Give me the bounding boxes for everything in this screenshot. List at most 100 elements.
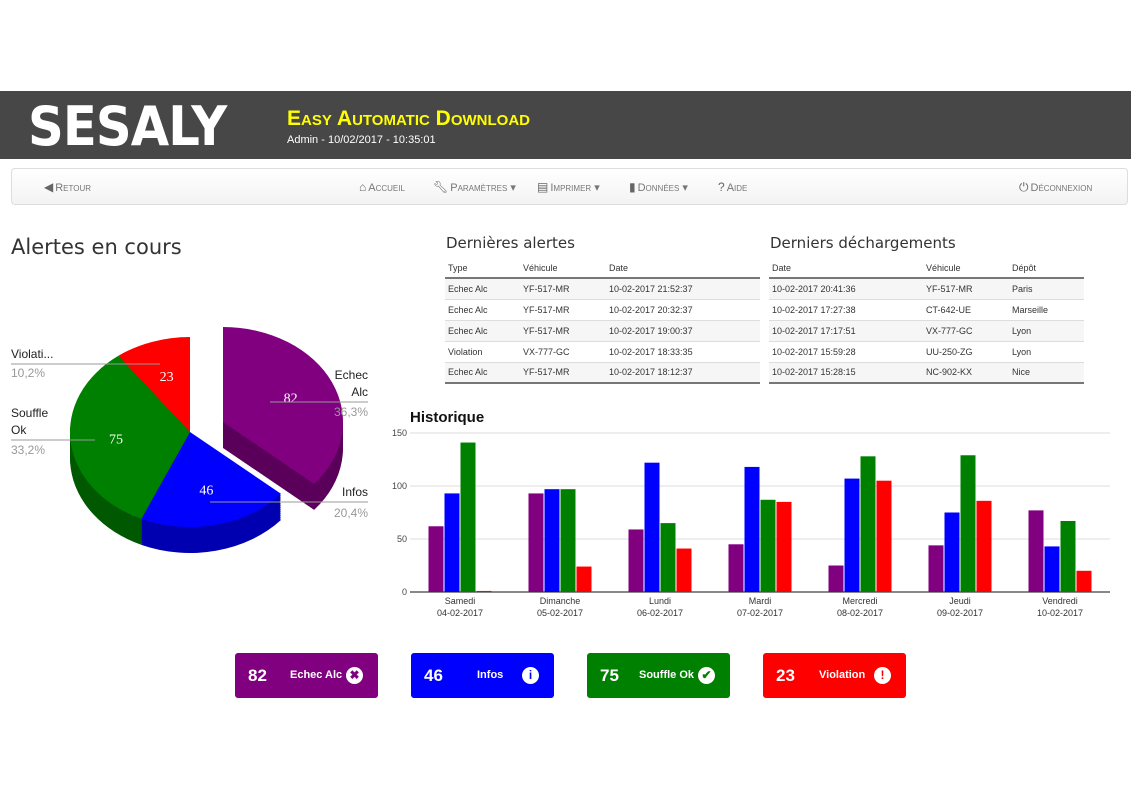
bar[interactable] [860,456,876,592]
table-cell: UU-250-ZG [923,341,1009,363]
table-cell: YF-517-MR [520,362,606,384]
bar[interactable] [776,501,792,592]
pie-slice[interactable] [69,355,190,519]
table-cell: 10-02-2017 20:41:36 [769,278,923,300]
pie-slice[interactable] [141,432,282,527]
summary-badge-infos[interactable]: 46 Infos i [411,653,554,698]
bar[interactable] [960,455,976,592]
bar[interactable] [876,480,892,592]
table-cell: 10-02-2017 19:00:37 [606,320,760,342]
bar[interactable] [976,500,992,592]
badge-count: 46 [424,666,443,685]
nav-logout-label: Déconnexion [1030,182,1093,194]
nav-logout[interactable]: ⏻ Déconnexion [1019,180,1092,195]
bar[interactable] [760,499,776,592]
bar-chart-icon: ▮ [629,180,636,194]
pie-label-line: Souffle [11,406,49,420]
pie-legend-label: Echec Alc [335,367,368,401]
bar[interactable] [660,523,676,592]
bar[interactable] [944,512,960,593]
bar[interactable] [1028,510,1044,592]
col-vehicle: Véhicule [923,259,1009,279]
bar[interactable] [844,478,860,592]
pie-slice[interactable] [223,327,344,484]
nav-print[interactable]: ▤ Imprimer ▾ [537,180,600,194]
nav-home[interactable]: ⌂ Accueil [359,180,405,194]
times-circle-icon: ✖ [346,667,363,684]
badge-count: 75 [600,666,619,685]
table-row[interactable]: 10-02-2017 15:59:28 UU-250-ZG Lyon [769,341,1084,363]
last-alerts-table: Type Véhicule Date Echec Alc YF-517-MR 10-… [445,259,760,384]
bar[interactable] [1044,546,1060,592]
bar[interactable] [460,442,476,592]
pie-label-line: Ok [11,423,27,437]
nav-help[interactable]: ? Aide [718,180,747,194]
summary-badge-echec-alc[interactable]: 82 Echec Alc ✖ [235,653,378,698]
pie-percent-label: 20,4% [333,506,368,520]
badge-label: Echec Alc [290,669,343,681]
bar[interactable] [444,493,460,592]
nav-settings[interactable]: 🔧︎ Paramètres ▾ [433,180,516,194]
pie-value-label: 82 [284,391,298,406]
table-row[interactable]: 10-02-2017 17:27:38 CT-642-UE Marseille [769,299,1084,321]
bar[interactable] [828,565,844,593]
bar[interactable] [676,548,692,592]
badge-label: Violation [819,669,866,681]
table-cell: Violation [445,341,520,363]
col-date: Date [769,259,923,279]
last-downloads-table: Date Véhicule Dépôt 10-02-2017 20:41:36 Y… [769,259,1084,384]
bar[interactable] [1076,570,1092,592]
bar[interactable] [1060,520,1076,592]
table-row[interactable]: Echec Alc YF-517-MR 10-02-2017 19:00:37 [445,320,760,342]
badge-label: Infos [477,669,504,681]
col-date: Date [606,259,760,279]
pie-legend-label: Souffle Ok [11,405,48,439]
bar[interactable] [544,489,560,592]
pie-percent-label: 36,3% [333,405,368,419]
x-tick-label-day: Dimanche [540,596,581,606]
bar[interactable] [644,462,660,592]
table-row[interactable]: Echec Alc YF-517-MR 10-02-2017 18:12:37 [445,362,760,384]
last-alerts-title: Dernières alertes [446,234,575,252]
table-row[interactable]: Violation VX-777-GC 10-02-2017 18:33:35 [445,341,760,363]
x-tick-label-date: 05-02-2017 [537,608,583,618]
x-tick-label-day: Lundi [649,596,671,606]
table-row[interactable]: 10-02-2017 15:28:15 NC-902-KX Nice [769,362,1084,384]
wrench-icon: 🔧︎ [433,180,449,194]
table-row[interactable]: Echec Alc YF-517-MR 10-02-2017 20:32:37 [445,299,760,321]
table-cell: Nice [1009,362,1084,384]
table-row[interactable]: Echec Alc YF-517-MR 10-02-2017 21:52:37 [445,278,760,300]
table-row[interactable]: 10-02-2017 20:41:36 YF-517-MR Paris [769,278,1084,300]
alerts-title: Alertes en cours [11,235,182,259]
nav-home-label: Accueil [368,182,405,194]
y-tick-label: 50 [397,534,407,544]
bar[interactable] [744,466,760,592]
x-tick-label-date: 08-02-2017 [837,608,883,618]
pie-slice[interactable] [118,337,190,432]
table-cell: YF-517-MR [923,278,1009,300]
table-row[interactable]: 10-02-2017 17:17:51 VX-777-GC Lyon [769,320,1084,342]
col-type: Type [445,259,520,279]
bar[interactable] [928,545,944,592]
bar[interactable] [528,493,544,592]
bar[interactable] [428,526,444,592]
summary-badge-souffle-ok[interactable]: 75 Souffle Ok ✔ [587,653,730,698]
summary-badge-violation[interactable]: 23 Violation! [763,653,906,698]
nav-help-label: Aide [726,182,748,194]
bar[interactable] [560,489,576,592]
x-tick-label-date: 06-02-2017 [637,608,683,618]
bar[interactable] [628,529,644,592]
table-cell: 10-02-2017 15:59:28 [769,341,923,363]
navbar: ◀ Retour ⌂ Accueil 🔧︎ Paramètres ▾ ▤ Imprime… [11,168,1128,205]
app-title: Easy Automatic Download [287,107,530,130]
nav-data[interactable]: ▮ Données ▾ [629,180,688,194]
table-cell: 10-02-2017 17:17:51 [769,320,923,342]
bar[interactable] [728,544,744,592]
bar[interactable] [476,590,492,592]
nav-back-label: Retour [55,182,92,194]
badge-label: Souffle Ok [639,669,695,681]
check-circle-icon: ✔ [698,667,715,684]
nav-back[interactable]: ◀ Retour [44,180,91,194]
bar[interactable] [576,566,592,592]
home-icon: ⌂ [359,180,367,194]
